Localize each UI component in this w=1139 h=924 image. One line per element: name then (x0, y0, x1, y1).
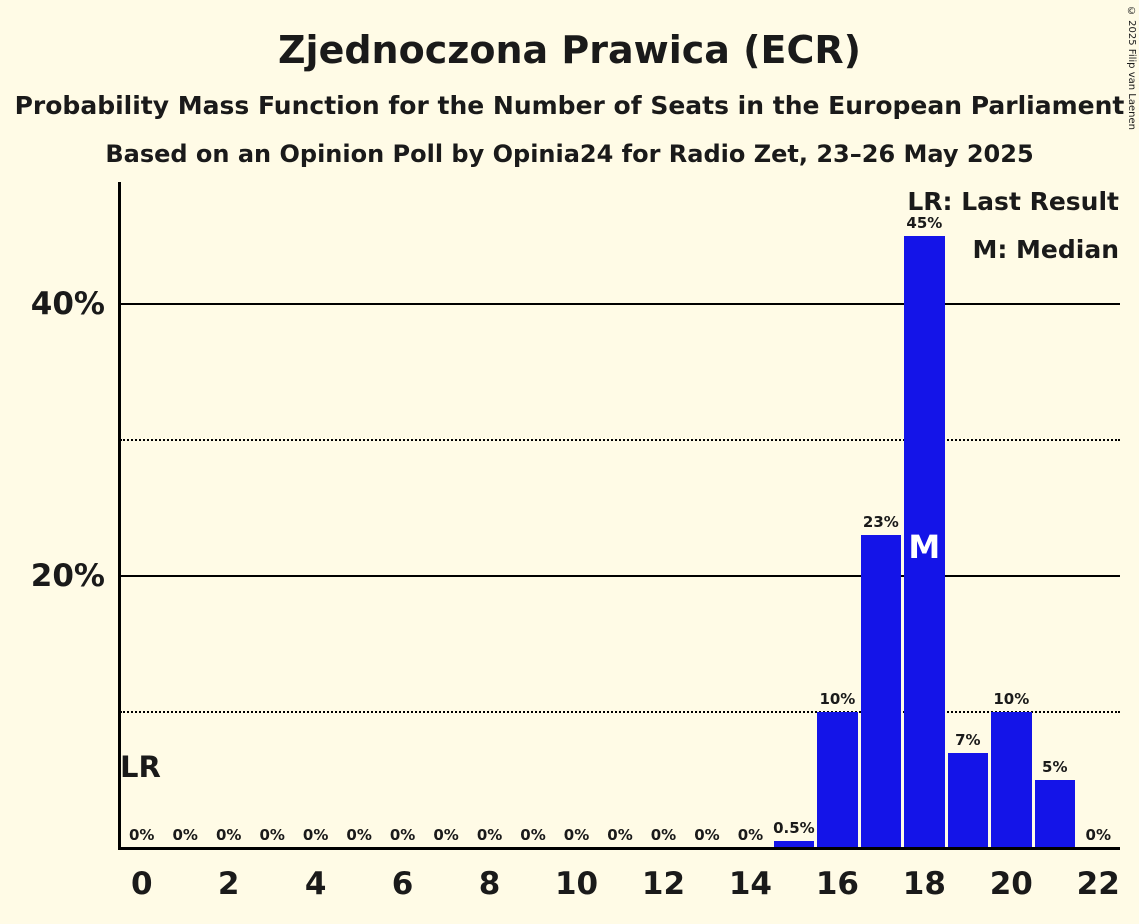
bar-value-label-seat-21: 5% (1042, 758, 1068, 777)
bar-value-label-seat-12: 0% (650, 826, 677, 844)
copyright-notice: © 2025 Filip van Laenen (1126, 6, 1137, 130)
x-axis-label-10: 10 (554, 866, 599, 902)
x-axis-line (118, 847, 1120, 850)
bar-value-label-seat-18: 45% (906, 214, 943, 233)
x-axis-label-22: 22 (1076, 866, 1120, 902)
bar-value-label-seat-7: 0% (433, 826, 459, 844)
bar-value-label-seat-8: 0% (476, 826, 503, 844)
bar-seat-20 (991, 712, 1032, 848)
bar-seat-18 (904, 236, 945, 848)
x-axis-label-6: 6 (391, 866, 414, 902)
median-marker: M (908, 528, 941, 566)
bar-value-label-seat-1: 0% (172, 826, 198, 844)
bar-value-label-seat-16: 10% (819, 690, 856, 709)
gridline-40pct (120, 303, 1120, 306)
x-axis-label-0: 0 (130, 866, 153, 902)
bar-value-label-seat-20: 10% (993, 690, 1030, 709)
bar-seat-16 (817, 712, 858, 848)
legend-last-result: LR: Last Result (907, 187, 1119, 216)
gridline-dotted-30pct (120, 439, 1120, 442)
bar-value-label-seat-11: 0% (607, 826, 633, 844)
bar-value-label-seat-13: 0% (694, 826, 720, 844)
gridline-20pct (120, 575, 1120, 578)
bar-value-label-seat-19: 7% (955, 730, 981, 749)
x-axis-label-18: 18 (902, 866, 946, 902)
bar-value-label-seat-9: 0% (520, 826, 546, 844)
bar-value-label-seat-14: 0% (737, 826, 764, 844)
x-axis-label-14: 14 (728, 866, 772, 902)
bar-value-label-seat-17: 23% (862, 513, 899, 532)
bar-seat-21 (1034, 780, 1075, 848)
bar-value-label-seat-10: 0% (563, 826, 590, 844)
bar-seat-19 (947, 752, 989, 848)
legend-median: M: Median (972, 235, 1119, 264)
bar-value-label-seat-2: 0% (215, 826, 242, 844)
bar-value-label-seat-22: 0% (1085, 826, 1111, 844)
x-axis-label-12: 12 (641, 866, 686, 902)
bar-value-label-seat-3: 0% (259, 826, 285, 844)
chart-subtitle: Probability Mass Function for the Number… (14, 91, 1125, 120)
x-axis-label-2: 2 (217, 866, 240, 902)
bar-value-label-seat-5: 0% (346, 826, 372, 844)
x-axis-label-4: 4 (304, 866, 327, 902)
x-axis-label-16: 16 (815, 866, 859, 902)
x-axis-label-8: 8 (478, 866, 501, 902)
y-axis-label-20%: 20% (30, 558, 105, 595)
bar-value-label-seat-4: 0% (302, 826, 329, 844)
chart-source-line: Based on an Opinion Poll by Opinia24 for… (105, 140, 1034, 168)
gridline-dotted-10pct (120, 711, 1120, 714)
bar-seat-17 (860, 535, 902, 848)
y-axis-label-40%: 40% (30, 286, 105, 323)
bar-value-label-seat-15: 0.5% (773, 819, 815, 838)
x-axis-label-20: 20 (989, 866, 1033, 902)
bar-value-label-seat-0: 0% (129, 826, 155, 844)
bar-seat-15 (773, 841, 815, 848)
last-result-marker: LR (120, 750, 161, 784)
bar-value-label-seat-6: 0% (389, 826, 416, 844)
y-axis-line (118, 182, 121, 850)
chart-title: Zjednoczona Prawica (ECR) (278, 28, 861, 72)
